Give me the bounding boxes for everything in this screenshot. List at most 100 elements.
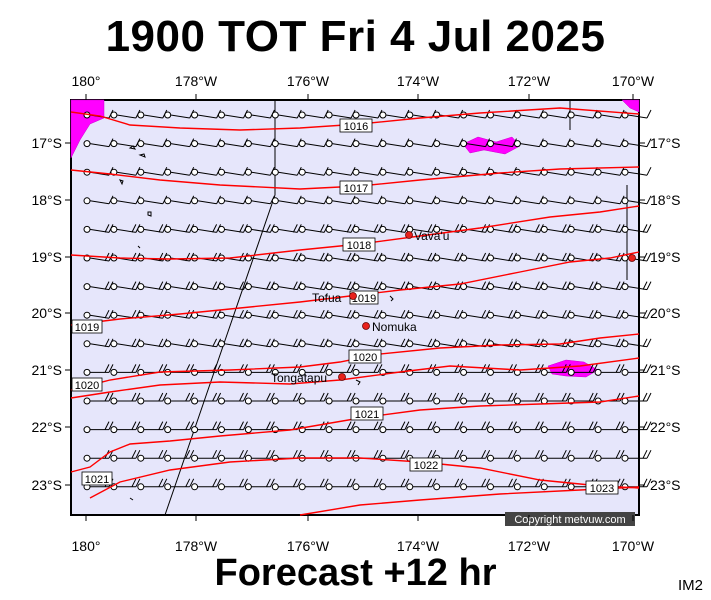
forecast-label: Forecast +12 hr	[214, 552, 497, 594]
wind-barb	[110, 364, 141, 376]
svg-text:1019: 1019	[75, 322, 99, 334]
wind-barb	[487, 421, 517, 434]
lon-label: 180°	[72, 73, 101, 89]
wind-barb	[218, 478, 248, 491]
wind-barb	[379, 478, 410, 491]
reference-line	[164, 194, 276, 516]
lat-label: 22°S	[31, 419, 62, 435]
wind-barb	[406, 421, 437, 434]
wind-barb	[191, 392, 222, 405]
wind-barb	[567, 281, 598, 291]
svg-text:1021: 1021	[85, 474, 109, 486]
wind-barb	[567, 138, 598, 148]
lat-label: 19°S	[31, 249, 62, 265]
lon-label: 172°W	[508, 538, 551, 554]
place-marker	[349, 292, 357, 300]
wind-barb	[540, 364, 571, 376]
wind-barb	[83, 281, 114, 291]
wind-barb	[137, 421, 168, 434]
wind-barb	[433, 364, 464, 376]
wind-barb	[487, 252, 517, 262]
wind-barb	[513, 421, 544, 434]
wind-barb	[164, 281, 195, 291]
lat-label: 21°S	[31, 362, 62, 378]
map-title: 1900 TOT Fri 4 Jul 2025	[105, 12, 606, 61]
wind-barb	[460, 421, 491, 434]
svg-text:1018: 1018	[347, 240, 371, 252]
lat-label: 19°S	[650, 249, 681, 265]
lat-label: 18°S	[650, 192, 681, 208]
wind-barb	[271, 138, 302, 148]
frame-ticks	[65, 94, 645, 521]
wind-barb	[621, 364, 652, 376]
wind-barbs	[83, 109, 652, 491]
wind-barb	[513, 224, 544, 233]
lat-label: 23°S	[31, 477, 62, 493]
wind-barb	[621, 281, 652, 291]
place-marker	[362, 322, 370, 330]
wind-barb	[298, 252, 329, 262]
wind-barb	[110, 281, 141, 291]
wind-barb	[513, 109, 544, 119]
wind-barb	[487, 364, 517, 376]
wind-barb	[594, 281, 625, 291]
ocean-area	[70, 99, 640, 516]
wind-barb	[540, 109, 571, 119]
wind-barb	[540, 421, 571, 434]
wind-barb	[244, 309, 275, 319]
svg-text:1023: 1023	[590, 483, 614, 495]
lon-label: 170°W	[612, 538, 655, 554]
wind-barb	[271, 449, 302, 462]
wind-barb	[244, 138, 275, 148]
wind-barb	[164, 449, 195, 462]
wind-barb	[325, 309, 356, 319]
wind-barb	[325, 364, 356, 376]
place-marker	[628, 254, 636, 262]
lon-ticks-bottom: 180° 178°W 176°W 174°W 172°W 170°W	[72, 538, 655, 554]
svg-text:1017: 1017	[344, 183, 368, 195]
wind-barb	[513, 309, 544, 319]
wind-barb	[164, 224, 195, 233]
wind-barb	[433, 421, 464, 434]
wind-barb	[567, 309, 598, 319]
isobar-label-1018: 1018	[342, 237, 376, 252]
lon-label: 172°W	[508, 73, 551, 89]
wind-barb	[244, 421, 275, 434]
wind-barb	[352, 421, 383, 434]
svg-text:1016: 1016	[344, 121, 368, 133]
wind-barb	[352, 392, 383, 405]
wind-barb	[325, 195, 356, 205]
wind-barb	[594, 195, 625, 205]
wind-barb	[110, 392, 141, 405]
isobar-label-1019: 1019	[71, 319, 103, 334]
wind-barb	[83, 224, 114, 233]
wind-barb	[271, 478, 302, 491]
place-marker	[405, 231, 413, 239]
wind-barb	[137, 478, 168, 491]
lon-label: 170°W	[612, 73, 655, 89]
wind-barb	[540, 281, 571, 291]
wind-barb	[137, 138, 168, 148]
place-marker	[338, 373, 346, 381]
lat-label: 20°S	[31, 305, 62, 321]
isobar-label-1020: 1020	[348, 349, 382, 364]
lat-label: 22°S	[650, 419, 681, 435]
wind-barb	[83, 338, 114, 348]
wind-barb	[621, 195, 652, 205]
wind-barb	[325, 224, 356, 233]
isobar-line	[70, 395, 640, 473]
wind-barb	[271, 392, 302, 405]
isobar-label-1021: 1021	[81, 471, 113, 486]
wind-barb	[621, 138, 652, 148]
place-label-vavau: Vava'u	[414, 229, 449, 243]
wind-barb	[298, 195, 329, 205]
wind-barb	[406, 252, 437, 262]
wind-barb	[164, 392, 195, 405]
wind-barb	[137, 449, 168, 462]
wind-barb	[513, 449, 544, 462]
wind-barb	[352, 364, 383, 376]
wind-barb	[298, 392, 329, 405]
wind-barb	[271, 252, 302, 262]
wind-barb	[379, 421, 410, 434]
wind-barb	[164, 421, 195, 434]
